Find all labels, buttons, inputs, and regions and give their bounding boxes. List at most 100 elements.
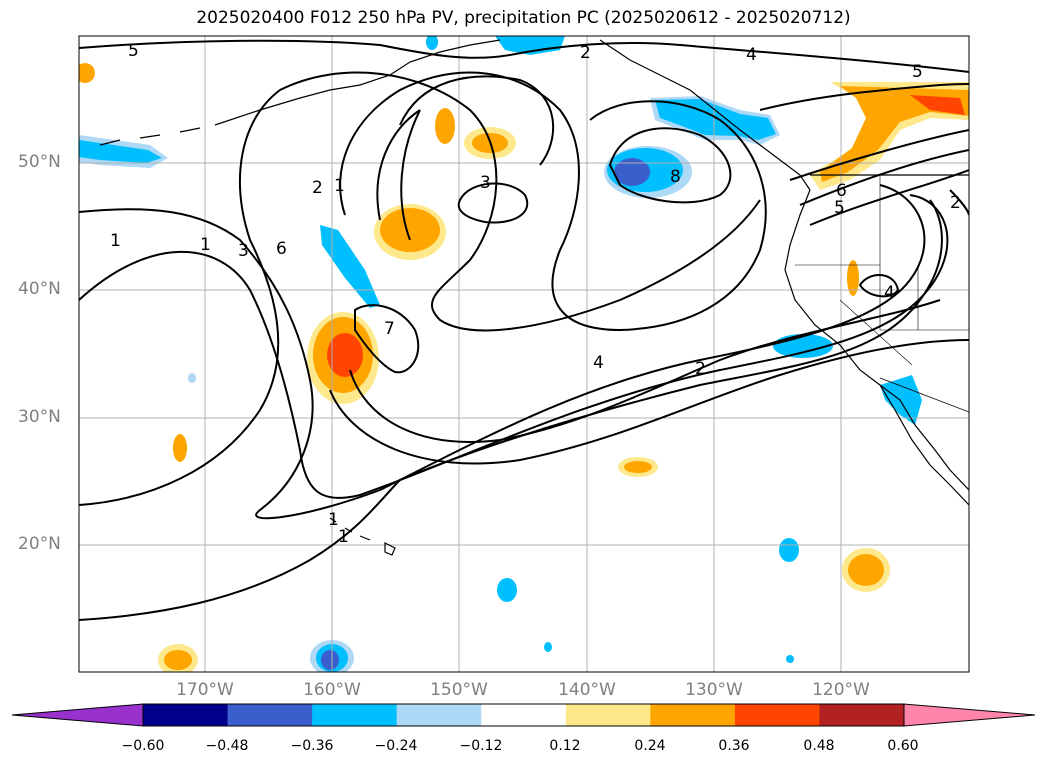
colorbar-tick-label: −0.48 — [205, 738, 249, 754]
colorbar-tick-label: −0.24 — [374, 738, 418, 754]
precip-negative-cell — [188, 373, 196, 383]
pv-contour-label: 2 — [950, 193, 961, 213]
pv-contour-line — [354, 304, 420, 374]
colorbar-frame — [142, 703, 905, 727]
us-mexico-border — [879, 377, 969, 413]
colorbar-tick-label: −0.60 — [121, 738, 165, 754]
colorbar-tick-label: 0.24 — [634, 738, 666, 754]
pv-contour-label: 5 — [834, 198, 845, 218]
colorbar-extend-low — [11, 703, 144, 727]
colorbar-bin — [565, 704, 651, 726]
pv-contour-label: 2 — [580, 43, 591, 63]
map-title: 2025020400 F012 250 hPa PV, precipitatio… — [196, 8, 851, 28]
pv-contour-label: 1 — [200, 235, 211, 255]
state-border — [795, 264, 969, 331]
colorbar-bin — [227, 704, 313, 726]
lon-label-150w: 150°W — [430, 680, 488, 700]
lon-label-120w: 120°W — [812, 680, 870, 700]
colorbar-tick-label: 0.48 — [803, 738, 835, 754]
pv-contour-label: 6 — [836, 181, 847, 201]
precip-negative-cell — [79, 140, 162, 163]
precip-negative-cell — [614, 158, 650, 186]
precip-negative-cell — [880, 375, 922, 425]
precip-negative-cell — [495, 36, 565, 55]
pv-contour-label: 6 — [276, 239, 287, 259]
colorbar-bin — [312, 704, 398, 726]
pv-contour-label: 3 — [238, 241, 249, 261]
colorbar-bin — [396, 704, 482, 726]
colorbar-extend-high — [903, 703, 1036, 727]
pv-contour-line — [376, 109, 421, 241]
precip-positive-cell — [173, 434, 187, 462]
pv-contour-label: 3 — [480, 173, 491, 193]
pv-contour-line — [809, 169, 969, 226]
precip-negative-cell — [786, 655, 794, 663]
pv-contour-label: 4 — [593, 353, 604, 373]
lat-label-30n: 30°N — [18, 407, 61, 427]
baja-california — [879, 384, 969, 506]
precip-negative-cell — [426, 36, 438, 50]
pv-contour-label: 1 — [328, 510, 339, 530]
pv-contour-line — [799, 149, 969, 206]
state-border — [839, 299, 913, 366]
precip-anomaly-layer — [79, 36, 969, 672]
pv-contour-label: 5 — [128, 41, 139, 61]
map-frame — [78, 35, 970, 673]
hawaii-islands — [329, 517, 396, 556]
pv-contour-line — [329, 339, 969, 465]
pv-contour-line — [399, 75, 554, 166]
pv-contour-line — [79, 39, 969, 73]
colorbar — [11, 703, 1036, 727]
pv-contour-label: 1 — [110, 231, 121, 251]
pv-contour-labels: 5 2 4 5 1 1 3 6 2 1 3 8 6 5 2 4 7 4 2 1 … — [110, 41, 961, 547]
pv-contour-line — [79, 71, 761, 506]
precip-negative-cell — [321, 650, 339, 670]
pv-contour-label: 2 — [312, 178, 323, 198]
pv-contour-label: 1 — [334, 176, 345, 196]
pv-contour-label: 5 — [912, 62, 923, 82]
pv-contour-label: 4 — [746, 45, 757, 65]
pv-contours — [79, 39, 969, 621]
pv-contour-line — [79, 184, 926, 520]
pv-contour-label: 2 — [695, 359, 706, 379]
map-area: 5 2 4 5 1 1 3 6 2 1 3 8 6 5 2 4 7 4 2 1 … — [79, 36, 969, 672]
pv-contour-line — [79, 199, 943, 621]
precip-positive-cell — [910, 95, 965, 115]
precip-positive-cell — [327, 333, 363, 377]
pv-contour-label: 1 — [338, 527, 349, 547]
gridlines — [79, 36, 969, 672]
pv-contour-line — [339, 71, 767, 332]
lat-label-20n: 20°N — [18, 534, 61, 554]
lon-label-160w: 160°W — [303, 680, 361, 700]
precip-positive-cell — [848, 554, 884, 586]
lon-label-130w: 130°W — [685, 680, 743, 700]
lat-label-50n: 50°N — [18, 152, 61, 172]
lon-label-170w: 170°W — [176, 680, 234, 700]
coastlines — [99, 39, 969, 556]
pv-contour-line — [858, 274, 900, 298]
precip-negative-cell — [655, 99, 776, 140]
colorbar-bin — [143, 704, 229, 726]
colorbar-bin — [734, 704, 820, 726]
pv-contour-line — [608, 127, 732, 204]
colorbar-bin — [481, 704, 567, 726]
aleutian-islands — [99, 127, 201, 146]
pv-contour-line — [457, 182, 529, 224]
precip-positive-cell — [79, 63, 95, 83]
colorbar-tick-label: −0.12 — [459, 738, 503, 754]
precip-negative-cell — [779, 538, 799, 562]
pv-contour-label: 4 — [884, 283, 895, 303]
precip-negative-cell — [320, 225, 380, 308]
precip-positive-cell — [164, 650, 192, 670]
alaska-coast — [214, 39, 501, 126]
precip-positive-cell — [847, 260, 859, 296]
precip-positive-cell — [624, 461, 652, 473]
colorbar-tick-label: −0.36 — [290, 738, 334, 754]
pv-contour-line — [759, 83, 969, 111]
pv-contour-line — [789, 129, 969, 181]
precip-positive-cell — [435, 108, 455, 144]
pv-contour-line — [349, 299, 941, 443]
pv-contour-label: 8 — [670, 167, 681, 187]
colorbar-tick-label: 0.36 — [718, 738, 750, 754]
